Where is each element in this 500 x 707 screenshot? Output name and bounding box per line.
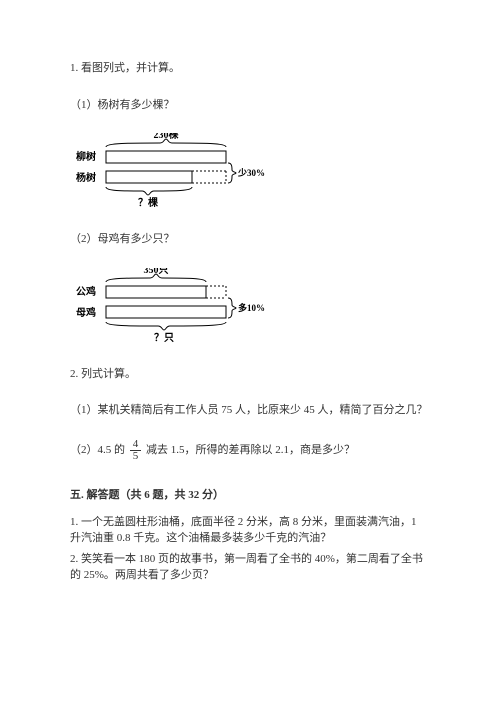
q2-sub2: （2）4.5 的 4 5 减去 1.5，所得的差再除以 2.1，商是多少？ (70, 439, 430, 462)
d1-top: 230棵 (154, 133, 179, 141)
diagram-chickens: 350只 公鸡 母鸡 多10% ？只 (70, 268, 430, 348)
d2-r1-label: 公鸡 (76, 285, 96, 298)
frac-num: 4 (130, 439, 142, 451)
d1-bottom: ？棵 (138, 196, 158, 209)
section5-heading: 五. 解答题（共 6 题，共 32 分） (70, 486, 430, 502)
q1-sub1: （1）杨树有多少棵？ (70, 97, 430, 114)
q1-sub2: （2）母鸡有多少只？ (70, 231, 430, 248)
section5-p1: 1. 一个无盖圆柱形油桶，底面半径 2 分米，高 8 分米，里面装满汽油，1 升… (70, 514, 430, 547)
fraction-4-5: 4 5 (130, 439, 142, 462)
d1-diff: 少30% (237, 167, 265, 178)
q2-title: 2. 列式计算。 (70, 366, 430, 383)
d2-top: 350只 (144, 268, 169, 276)
q2-sub2-pre: （2）4.5 的 (70, 444, 125, 456)
frac-den: 5 (130, 451, 142, 462)
d1-r1-label: 柳树 (76, 150, 96, 163)
d2-diff: 多10% (238, 302, 265, 313)
section5-p2: 2. 笑笑看一本 180 页的故事书，第一周看了全书的 40%，第二周看了全书的… (70, 551, 430, 584)
diagram-trees: 230棵 柳树 杨树 少30% ？棵 (70, 133, 430, 213)
section5-body: 1. 一个无盖圆柱形油桶，底面半径 2 分米，高 8 分米，里面装满汽油，1 升… (70, 514, 430, 584)
d2-r2-label: 母鸡 (76, 306, 96, 319)
q1-title: 1. 看图列式，并计算。 (70, 60, 430, 77)
d1-r2-label: 杨树 (76, 171, 96, 184)
q2-sub2-post: 减去 1.5，所得的差再除以 2.1，商是多少？ (146, 444, 355, 456)
q2-sub1: （1）某机关精简后有工作人员 75 人，比原来少 45 人，精简了百分之几？ (70, 402, 430, 419)
d2-bottom: ？只 (154, 332, 174, 344)
